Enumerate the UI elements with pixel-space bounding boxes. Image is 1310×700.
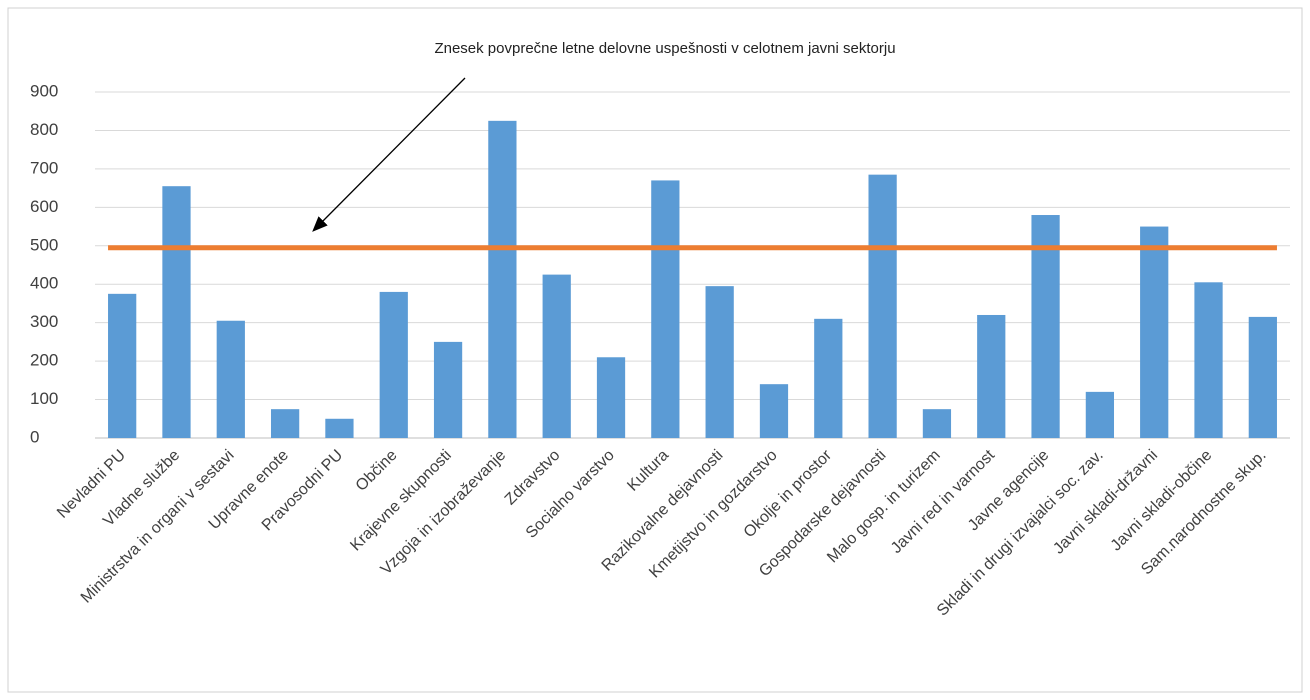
- bar: [1085, 391, 1115, 438]
- y-tick-label: 500: [30, 235, 58, 254]
- y-tick-label: 300: [30, 312, 58, 331]
- bar: [596, 357, 626, 438]
- y-tick-label: 800: [30, 120, 58, 139]
- y-tick-label: 400: [30, 274, 58, 293]
- bar: [651, 180, 680, 438]
- bar: [542, 274, 571, 438]
- bar: [1031, 215, 1060, 438]
- bar: [270, 409, 300, 438]
- y-tick-label: 200: [30, 351, 58, 370]
- bar: [759, 384, 789, 438]
- bar: [379, 291, 408, 438]
- annotation: Znesek povprečne letne delovne uspešnost…: [434, 40, 895, 57]
- bar: [433, 341, 463, 438]
- bar: [325, 418, 354, 438]
- y-tick-label: 900: [30, 81, 58, 100]
- bar: [814, 318, 843, 438]
- bar: [705, 286, 734, 438]
- bar: [922, 409, 952, 438]
- bar: [488, 120, 517, 438]
- bar: [1194, 282, 1223, 438]
- bar: [216, 320, 245, 438]
- bar: [162, 186, 191, 438]
- bar: [1248, 316, 1277, 438]
- bar: [1140, 226, 1169, 438]
- y-tick-label: 700: [30, 158, 58, 177]
- y-tick-label: 600: [30, 197, 58, 216]
- bar: [868, 174, 897, 438]
- y-tick-label: 0: [30, 427, 39, 446]
- bar: [108, 293, 137, 438]
- annotation-arrow: [312, 77, 466, 232]
- y-tick-label: 100: [30, 389, 58, 408]
- bar: [977, 314, 1006, 438]
